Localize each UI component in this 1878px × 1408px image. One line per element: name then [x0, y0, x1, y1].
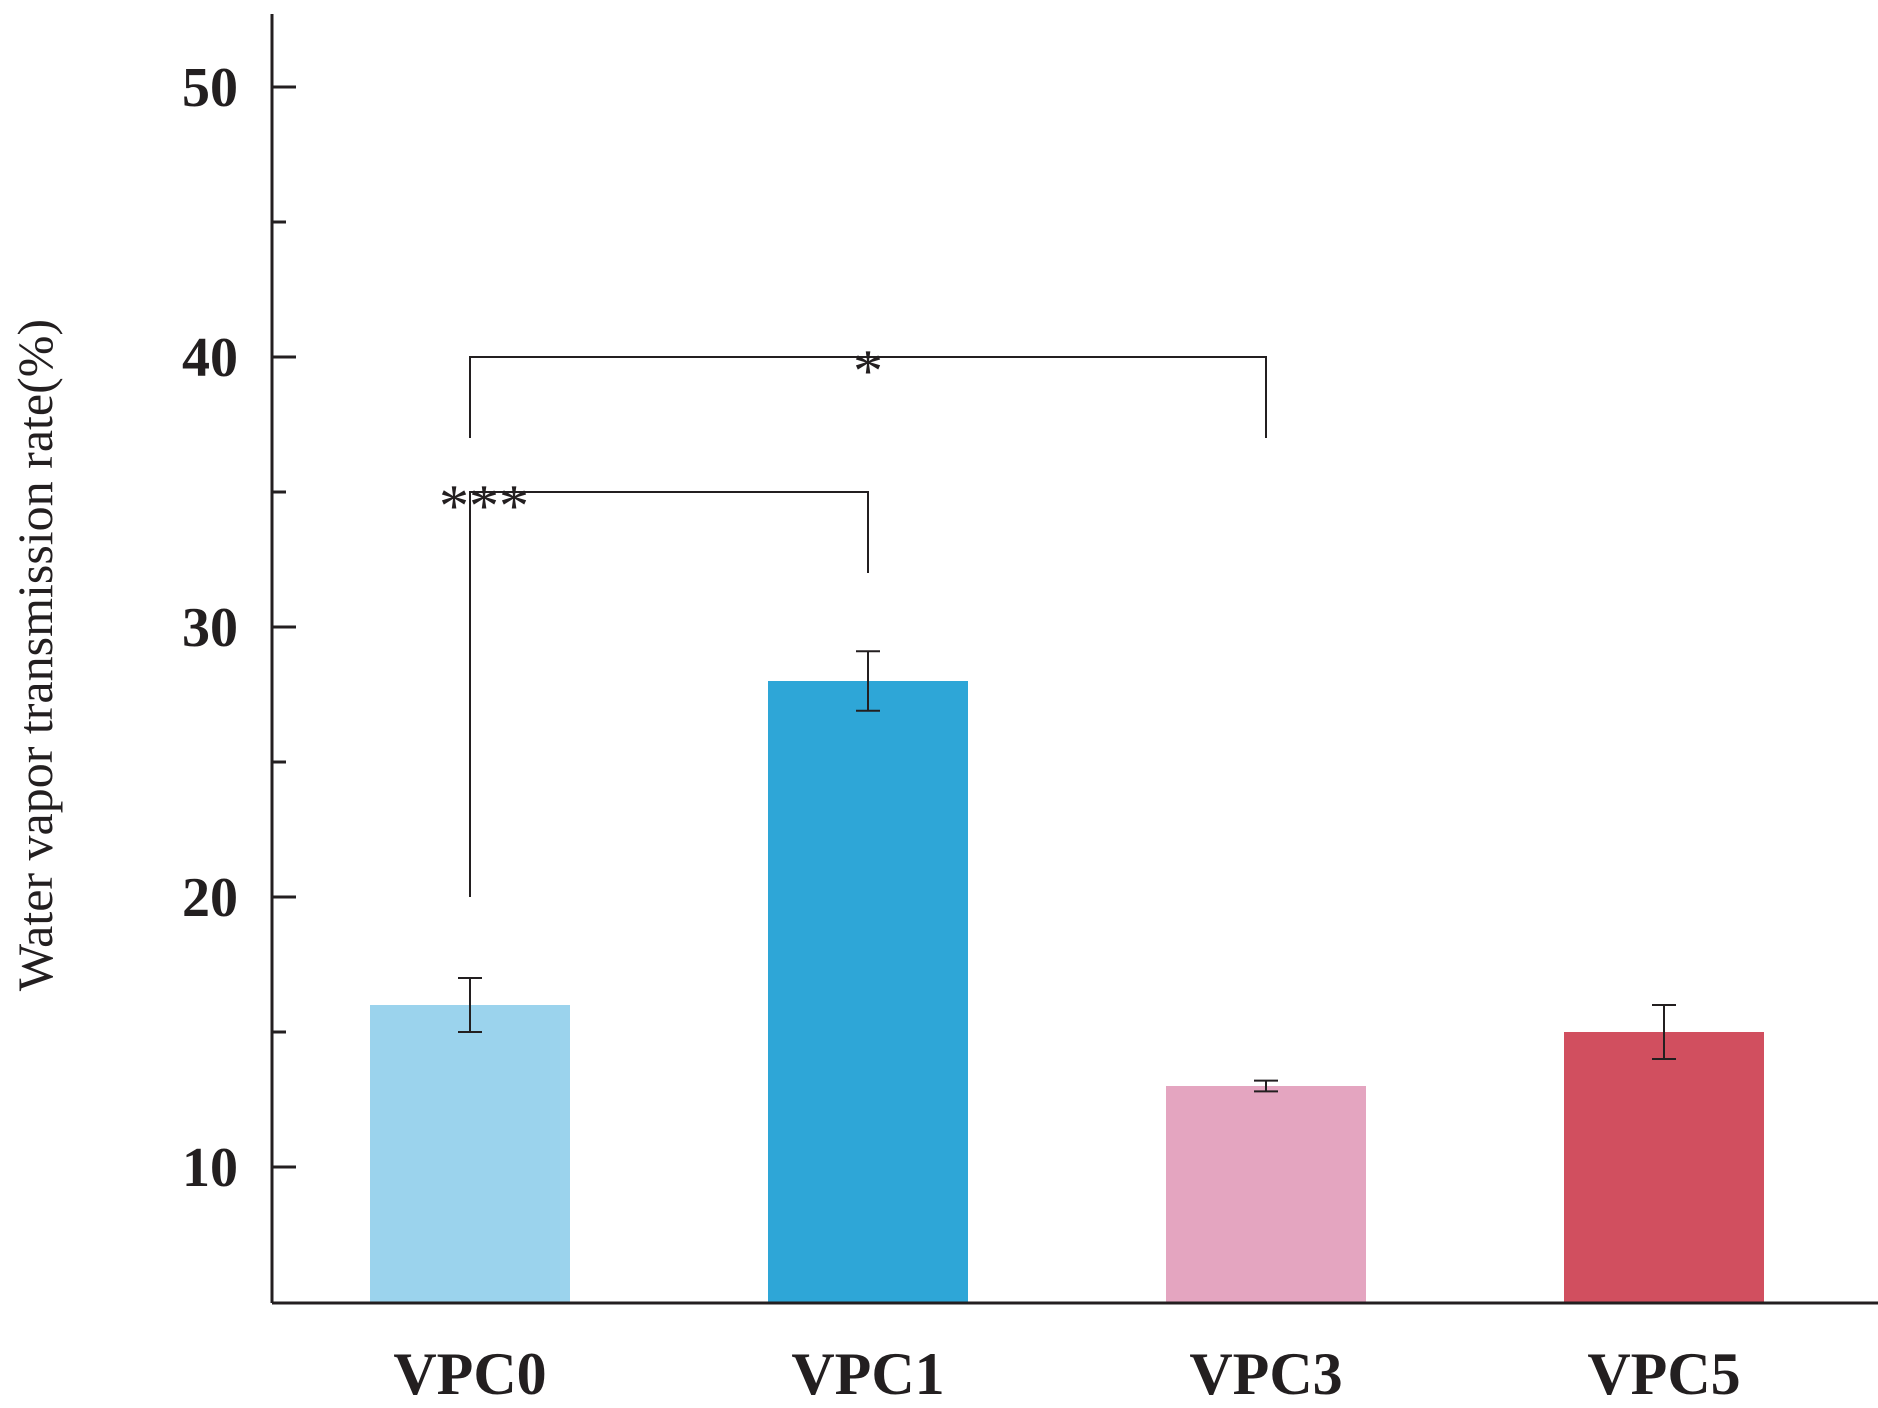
bar-vpc1 — [768, 681, 968, 1303]
y-tick-label: 10 — [182, 1137, 238, 1199]
x-tick-label: VPC3 — [1189, 1341, 1342, 1407]
y-axis-title: Water vapor transmission rate(%) — [7, 319, 63, 991]
y-tick-label: 30 — [182, 597, 238, 659]
x-tick-label: VPC5 — [1587, 1341, 1740, 1407]
error-bar-vpc0 — [458, 977, 482, 1033]
y-tick-label: 20 — [182, 867, 238, 929]
error-bars-layer — [458, 650, 1676, 1093]
bracket-line — [469, 491, 869, 897]
bars-layer — [370, 681, 1764, 1303]
significance-label: *** — [439, 473, 529, 539]
axes-layer — [270, 14, 1878, 1305]
error-bar-vpc3 — [1254, 1079, 1278, 1093]
bar-vpc5 — [1564, 1032, 1764, 1303]
y-ticks-layer: 10 20 30 40 50 — [182, 57, 296, 1199]
significance-label: * — [853, 338, 883, 404]
y-tick-label: 50 — [182, 57, 238, 119]
significance-bracket-2: * — [469, 338, 1267, 438]
bar-vpc0 — [370, 1005, 570, 1303]
x-tick-label: VPC1 — [791, 1341, 944, 1407]
x-tick-label: VPC0 — [393, 1341, 546, 1407]
error-bar-vpc1 — [856, 650, 880, 712]
error-bar-vpc5 — [1652, 1004, 1676, 1060]
y-tick-label: 40 — [182, 327, 238, 389]
significance-brackets-layer: **** — [439, 338, 1267, 897]
bar-vpc3 — [1166, 1086, 1366, 1303]
bracket-line — [469, 356, 1267, 438]
x-category-labels: VPC0 VPC1 VPC3 VPC5 — [393, 1341, 1740, 1407]
significance-bracket-1: *** — [439, 473, 869, 897]
